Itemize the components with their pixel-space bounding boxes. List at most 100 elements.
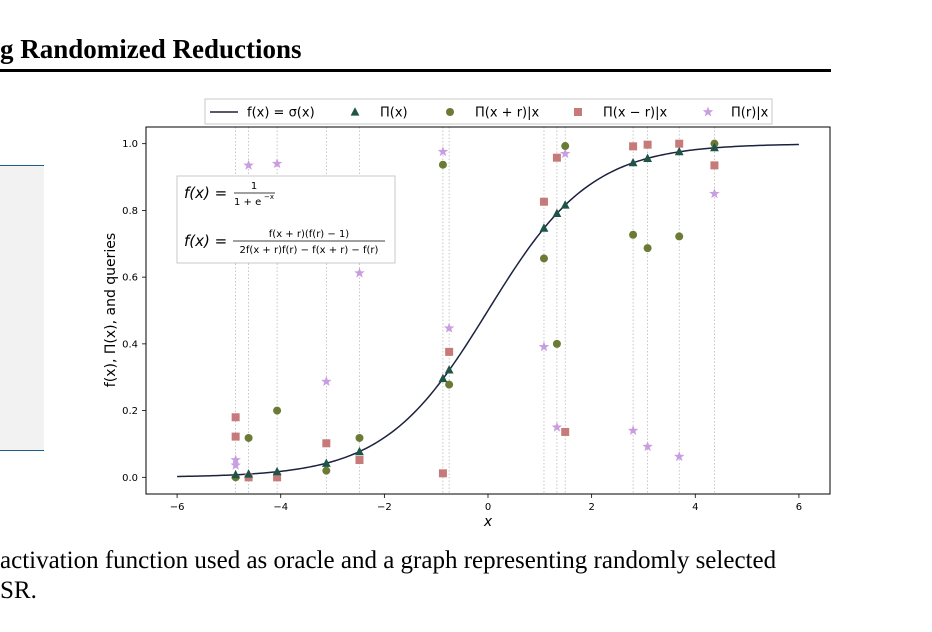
y-tick-label: 0.2 <box>122 406 138 417</box>
pi-x-point <box>231 469 241 479</box>
pi-x-minus-r-point <box>710 161 719 170</box>
legend-label: Π(x) <box>380 106 408 121</box>
pi-x-point <box>710 142 719 152</box>
legend-label: Π(x + r)|x <box>475 106 539 121</box>
pi-x-minus-r-point <box>539 197 548 206</box>
pi-x-plus-r-point <box>322 466 331 475</box>
pi-x-minus-r-point <box>643 140 652 149</box>
pi-x-minus-r-point <box>445 347 454 356</box>
pi-x-minus-r-point <box>355 455 364 464</box>
pi-r-point <box>230 454 241 465</box>
pi-x-point <box>539 223 549 232</box>
side-panel <box>0 165 44 451</box>
x-tick-label: 2 <box>588 502 594 513</box>
pi-r-point <box>538 341 550 352</box>
pi-r-point <box>243 159 254 170</box>
legend-frame <box>204 98 773 125</box>
y-tick-label: 0.8 <box>122 206 138 217</box>
pi-r-point <box>673 451 685 462</box>
pi-x-point <box>244 469 253 478</box>
formula2-lhs: f(x) = <box>184 232 227 250</box>
legend: f(x) = σ(x) Π(x) Π(x + r)|x Π(x − r)|x Π(r)|… <box>204 98 773 125</box>
formula2-denominator: 2f(x + r)f(r) − f(x + r) − f(r) <box>240 245 379 256</box>
pi-x-point <box>355 446 364 456</box>
chart: −6 −4 −2 0 2 4 6 0.0 0.2 0.4 0.6 0.8 1.0 x f(x), Π(… <box>103 98 831 530</box>
formula1-denominator: 1 + e <box>234 197 261 208</box>
pi-x-plus-r-point <box>561 142 570 151</box>
y-ticks: 0.0 0.2 0.4 0.6 0.8 1.0 <box>122 139 146 484</box>
caption-line-1: activation function used as oracle and a… <box>0 547 777 574</box>
points-layer <box>230 139 720 482</box>
y-tick-label: 0.0 <box>122 473 138 484</box>
pi-x-minus-r-point <box>561 427 570 436</box>
pi-x-point <box>272 466 282 476</box>
pi-x-minus-r-point <box>231 432 240 441</box>
pi-x-plus-r-point <box>643 244 652 253</box>
caption-line-2: SR. <box>0 577 37 604</box>
formula-box: f(x) = 1 1 + e −x f(x) = f(x + r)(f(r) −… <box>176 175 396 264</box>
legend-marker <box>702 106 714 117</box>
pi-x-minus-r-point <box>552 153 561 162</box>
heading-rule <box>0 69 831 72</box>
x-ticks: −6 −4 −2 0 2 4 6 <box>170 494 802 513</box>
x-tick-label: 6 <box>796 502 802 513</box>
pi-r-point <box>559 148 571 159</box>
pi-x-minus-r-point <box>629 142 638 151</box>
pi-x-minus-r-point <box>231 413 240 422</box>
pi-x-point <box>438 373 448 383</box>
pi-x-minus-r-point <box>273 473 282 482</box>
pi-r-point <box>551 421 563 432</box>
pi-r-point <box>709 188 720 199</box>
x-tick-label: −6 <box>170 502 185 513</box>
y-tick-label: 0.6 <box>122 273 138 284</box>
pi-x-plus-r-point <box>539 254 548 263</box>
legend-marker <box>350 107 360 116</box>
pi-r-point <box>271 158 283 169</box>
pi-x-plus-r-point <box>552 339 561 348</box>
section-heading: g Randomized Reductions <box>0 34 302 64</box>
formula2-numerator: f(x + r)(f(r) − 1) <box>269 229 350 240</box>
x-tick-label: 4 <box>692 502 698 513</box>
legend-label: f(x) = σ(x) <box>247 106 315 121</box>
legend-label: Π(x − r)|x <box>603 106 667 121</box>
pi-x-point <box>552 208 562 218</box>
pi-x-minus-r-point <box>675 139 684 148</box>
pi-r-point <box>230 459 241 470</box>
x-axis-label: x <box>483 514 493 530</box>
pi-x-point <box>674 146 684 156</box>
pi-r-point <box>437 146 449 157</box>
y-axis-label: f(x), Π(x), and queries <box>103 233 119 387</box>
pi-r-point <box>321 376 332 387</box>
pi-r-point <box>642 441 653 452</box>
x-tick-label: −2 <box>377 502 392 513</box>
pi-r-point <box>443 322 455 333</box>
pi-x-plus-r-point <box>629 230 638 239</box>
pi-x-point <box>321 458 331 467</box>
legend-marker <box>574 108 582 116</box>
curve-layer <box>177 143 799 478</box>
legend-label: Π(r)|x <box>731 106 769 121</box>
formula1-numerator: 1 <box>251 181 257 192</box>
pi-x-plus-r-point <box>675 232 684 241</box>
formula1-lhs: f(x) = <box>184 184 227 202</box>
x-tick-label: −4 <box>273 502 288 513</box>
pi-x-point <box>444 365 454 374</box>
pi-x-point <box>560 200 570 209</box>
pi-r-point <box>354 267 365 278</box>
pi-r-point <box>627 425 639 436</box>
pi-x-plus-r-point <box>244 433 253 442</box>
pi-x-plus-r-point <box>355 433 364 442</box>
sigmoid-curve <box>177 143 799 478</box>
x-tick-label: 0 <box>485 502 491 513</box>
pi-x-plus-r-point <box>438 160 447 169</box>
formula1-exponent: −x <box>264 193 274 201</box>
pi-x-minus-r-point <box>322 439 331 448</box>
y-tick-label: 1.0 <box>122 139 138 150</box>
legend-marker <box>446 108 454 116</box>
pi-x-point <box>628 157 638 167</box>
pi-x-plus-r-point <box>445 380 454 389</box>
formula-box-frame <box>176 175 396 264</box>
pi-x-plus-r-point <box>273 406 282 415</box>
pi-x-minus-r-point <box>438 469 447 478</box>
pi-x-point <box>643 153 652 162</box>
